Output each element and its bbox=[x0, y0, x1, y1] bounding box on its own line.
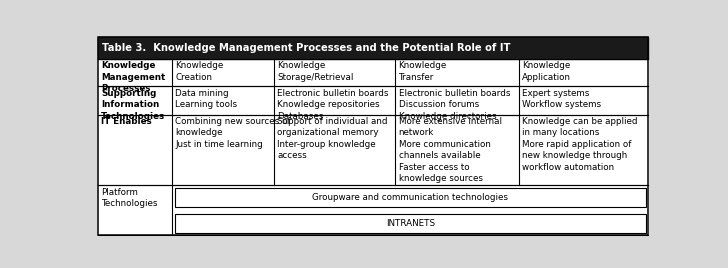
Text: Groupware and communication technologies: Groupware and communication technologies bbox=[312, 193, 508, 202]
Text: Knowledge can be applied
in many locations
More rapid application of
new knowled: Knowledge can be applied in many locatio… bbox=[523, 117, 638, 172]
Text: Knowledge
Creation: Knowledge Creation bbox=[175, 61, 223, 82]
Text: Data mining
Learning tools: Data mining Learning tools bbox=[175, 89, 237, 109]
Text: Knowledge
Transfer: Knowledge Transfer bbox=[398, 61, 447, 82]
Text: Electronic bulletin boards
Discussion forums
Knowledge directories: Electronic bulletin boards Discussion fo… bbox=[398, 89, 510, 121]
Bar bbox=[98, 59, 649, 235]
Text: Knowledge
Application: Knowledge Application bbox=[523, 61, 571, 82]
Text: More extensive internal
network
More communication
channels available
Faster acc: More extensive internal network More com… bbox=[398, 117, 502, 183]
Text: Supporting
Information
Technologies: Supporting Information Technologies bbox=[101, 89, 165, 121]
Bar bbox=[98, 37, 649, 59]
Bar bbox=[175, 188, 646, 207]
Text: Support of individual and
organizational memory
Inter-group knowledge
access: Support of individual and organizational… bbox=[277, 117, 388, 160]
Text: Platform
Technologies: Platform Technologies bbox=[101, 188, 158, 208]
Text: Knowledge
Storage/Retrieval: Knowledge Storage/Retrieval bbox=[277, 61, 354, 82]
Bar bbox=[175, 214, 646, 233]
Text: Knowledge
Management
Processes: Knowledge Management Processes bbox=[101, 61, 165, 93]
Text: INTRANETS: INTRANETS bbox=[386, 219, 435, 228]
Text: Electronic bulletin boards
Knowledge repositories
Databases: Electronic bulletin boards Knowledge rep… bbox=[277, 89, 389, 121]
Text: IT Enables: IT Enables bbox=[101, 117, 152, 126]
Text: Expert systems
Workflow systems: Expert systems Workflow systems bbox=[523, 89, 601, 109]
Text: Table 3.  Knowledge Management Processes and the Potential Role of IT: Table 3. Knowledge Management Processes … bbox=[102, 43, 511, 53]
Text: Combining new sources of
knowledge
Just in time learning: Combining new sources of knowledge Just … bbox=[175, 117, 291, 149]
